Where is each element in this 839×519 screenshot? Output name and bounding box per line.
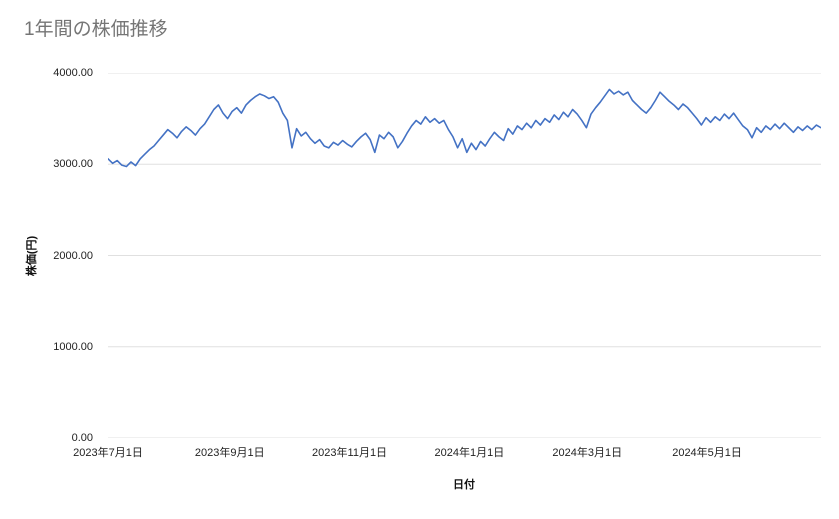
price-line-series xyxy=(107,88,822,168)
y-tick-label: 1000.00 xyxy=(53,340,93,353)
plot-area xyxy=(107,72,822,439)
x-tick-label: 2023年9月1日 xyxy=(194,447,265,459)
x-axis-tick-labels: 2023年7月1日 2023年9月1日 2023年11月1日 2024年1月1日 202… xyxy=(73,444,821,462)
y-tick-label: 3000.00 xyxy=(53,158,93,171)
y-tick-label: 0.00 xyxy=(71,432,93,444)
x-tick-label: 2024年5月1日 xyxy=(672,447,742,459)
x-tick-label: 2023年7月1日 xyxy=(73,447,143,459)
x-tick-label: 2024年1月1日 xyxy=(434,447,505,459)
line-chart-canvas xyxy=(107,72,822,439)
y-axis-tick-labels: 0.00 1000.00 2000.00 3000.00 4000.00 xyxy=(0,67,98,444)
chart-title: 1年間の株価推移 xyxy=(24,19,168,40)
y-tick-label: 2000.00 xyxy=(53,249,93,262)
x-axis-title: 日付 xyxy=(453,479,475,491)
y-tick-label: 4000.00 xyxy=(53,67,93,79)
x-tick-label: 2023年11月1日 xyxy=(312,447,388,459)
x-tick-label: 2024年3月1日 xyxy=(552,447,623,459)
